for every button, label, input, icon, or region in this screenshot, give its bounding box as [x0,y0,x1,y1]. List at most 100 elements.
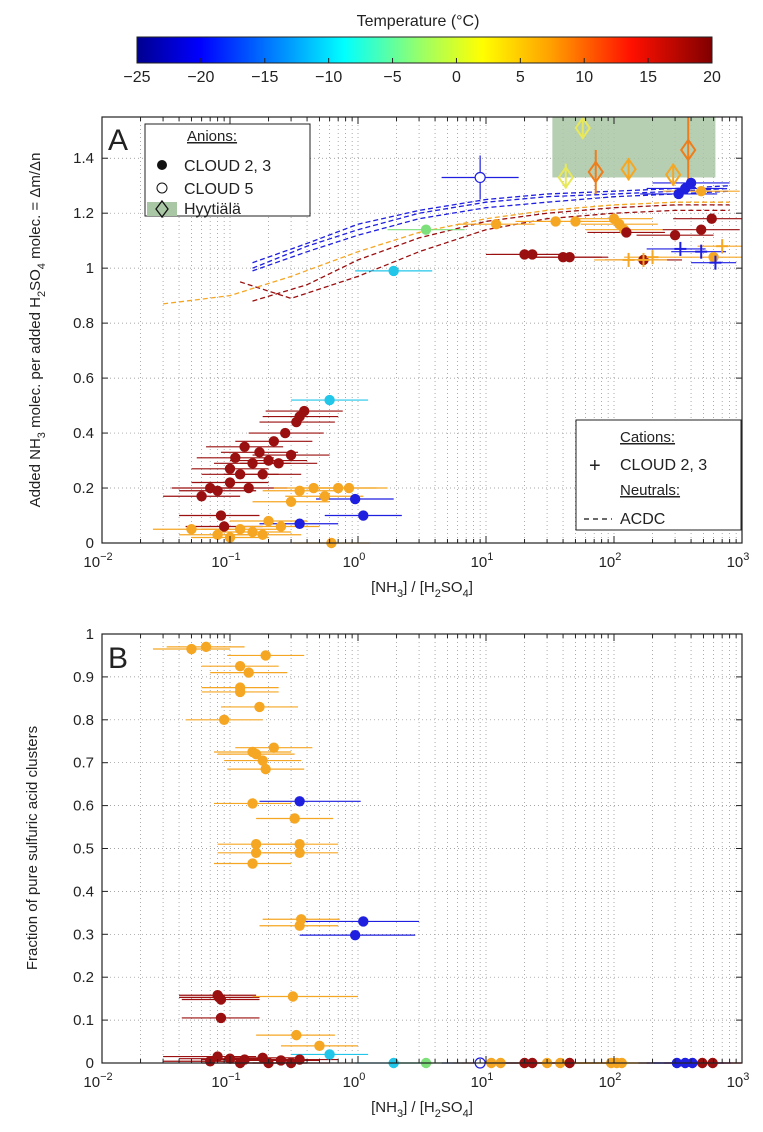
y-tick-label: 0.4 [73,883,94,900]
legend-hyytiala-swatch [147,202,177,216]
panel-a-anion-point [324,394,335,406]
legend-filled-marker [157,160,167,170]
legend-cloud5: CLOUD 5 [184,181,253,198]
legend-diamond-marker [155,199,169,219]
panel-a-anion-point [247,526,258,538]
panel-a-anion-point [708,251,719,263]
legend-acdc-item: ACDC [620,511,665,528]
panel-b-anion-point [289,813,300,824]
panel-a-anion-point [212,485,223,496]
y-tick-label: 0.1 [73,1012,94,1029]
y-tick-label: 0.5 [73,841,94,858]
legend-open-marker [156,182,168,194]
x-tick-label: 100 [343,551,366,571]
panel-b-anion-point [250,847,262,858]
panel-b-anion-point [215,1012,227,1024]
y-tick-label: 0.8 [73,712,94,729]
y-tick-label: 0.6 [73,370,94,387]
panel-a-anion-point [343,482,355,494]
panel-a-anion-point [196,491,207,502]
panel-a-cloud5-point [474,171,486,184]
colorbar-tick-label: −10 [315,69,342,86]
panel-a-anion-point [527,249,538,260]
panel-b-anion-point [243,667,254,678]
panel-a-hyytiala-point [557,165,574,190]
panel-a-ylabel: Added NH3 molec. per added H2SO4 molec. … [27,153,48,508]
panel-a-anion-point [257,469,268,480]
panel-a-ticks: 10−2 10−1 100 101 102 103 0 0.2 0.4 0.6 0.8 1 1.2 1.4 [73,117,749,571]
panel-a-anion-point [263,455,274,466]
panel-b-anion-point [260,650,271,661]
y-tick-label: 0.3 [73,926,94,943]
panel-b-anion-point [294,839,305,850]
y-tick-label: 0.2 [73,480,94,497]
panel-a-anion-point [247,458,258,469]
panel-a-anion-point [224,463,236,474]
panel-b-anion-point [324,1049,335,1060]
y-tick-label: 0 [86,535,94,552]
panel-b-anion-point [291,1029,302,1041]
colorbar-tick-label: −20 [187,69,214,86]
panel-b-anion-point [260,763,271,775]
panel-b-anion-point [294,920,305,931]
panel-a-anion-point [230,452,241,463]
acdc-line [252,185,730,264]
colorbar-title: Temperature (°C) [357,13,480,30]
legend-plus-marker: + [589,455,601,477]
panel-a-anion-point [218,521,230,532]
panel-b-ticks: 10−2 10−1 100 101 102 103 0 0.1 0.2 0.3 0.4 0.5 0.6 0… [73,626,749,1091]
panel-a-anion-point [285,496,297,507]
panel-b-grid [102,633,742,1064]
panel-a-anion-point [319,491,330,502]
colorbar-tick-label: 20 [703,69,721,86]
panel-b-xlabel: [NH3] / [H2SO4] [371,1099,473,1120]
panel-b-anion-point [268,742,280,753]
panel-b-anion-point [247,798,258,809]
panel-a-hyytiala-point [664,162,682,187]
panel-b-anion-point [186,643,197,655]
panel-a-anion-point [308,482,319,494]
panel-a-anion-point [669,229,681,241]
x-tick-label: 102 [599,1071,622,1091]
legend-cloud23: CLOUD 2, 3 [184,158,271,175]
panel-b-anion-point [254,701,265,713]
panel-b-anion-point [294,796,305,807]
panel-a-anion-point [234,524,246,535]
panel-b-letter: B [108,642,128,675]
panel-b-anion-point [215,994,227,1005]
acdc-line [163,201,730,305]
colorbar-tick-label: 5 [516,69,525,86]
panel-a-anion-point [186,524,197,535]
panel-a-hyytiala-point [587,160,604,184]
panel-a-anion-point [519,249,530,260]
panel-a-anion-point [294,485,305,496]
x-tick-label: 102 [599,551,622,571]
x-tick-label: 103 [727,551,750,571]
panel-a-anion-point [224,477,236,488]
panel-a-anion-point [621,227,632,238]
y-tick-label: 0.9 [73,669,94,686]
panel-b-anion-point [250,839,262,850]
panel-a-anion-point [706,213,717,224]
x-tick-label: 103 [727,1071,750,1091]
panel-a-letter: A [108,124,128,157]
colorbar-ticks: −25 −20 −15 −10 −5 0 5 10 15 20 [123,58,721,86]
panel-a-anion-point [550,216,561,227]
acdc-line [252,187,730,269]
panel-a-anion-point [294,518,305,529]
legend-anions-title: Anions: [187,128,237,145]
panel-a-anion-point [280,427,291,439]
y-tick-label: 0 [86,1055,94,1072]
panel-a-axes-box [101,116,743,544]
panel-a-anion-point [358,510,369,521]
x-tick-label: 10−2 [83,551,112,571]
panel-a-anion-point [695,224,707,235]
panel-b-anion-point [200,641,212,653]
panel-a-anion-point [254,447,265,458]
y-tick-label: 0.2 [73,969,94,986]
colorbar-gradient [136,36,713,64]
panel-b: 10−2 10−1 100 101 102 103 0 0.1 0.2 0.3 0.4 0.5 0.6 0… [24,626,749,1120]
colorbar-tick-label: 0 [452,69,461,86]
colorbar-tick-label: −25 [123,69,150,86]
x-tick-label: 100 [343,1071,366,1091]
